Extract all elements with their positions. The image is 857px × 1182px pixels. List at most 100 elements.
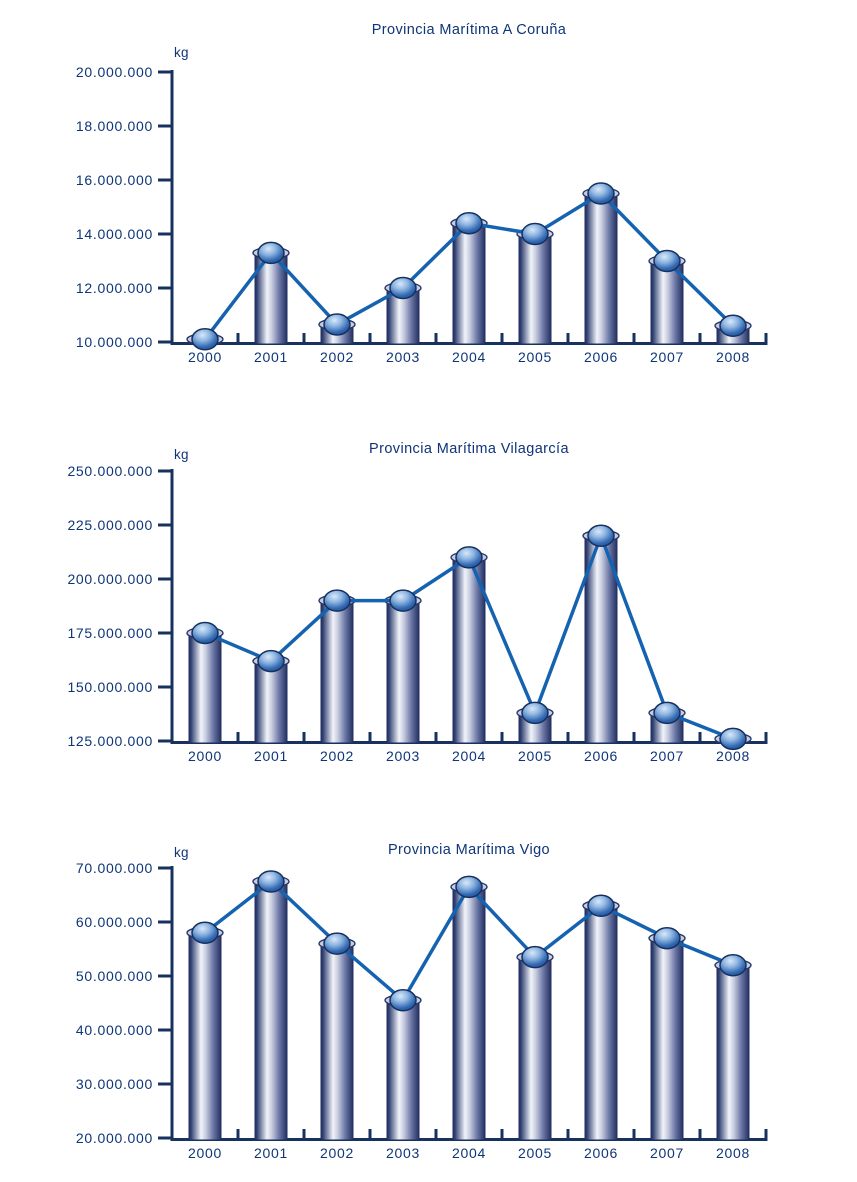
- x-tick-label: 2001: [254, 748, 288, 764]
- bar: [188, 633, 222, 743]
- bar: [650, 938, 684, 1140]
- bar: [452, 223, 486, 344]
- bar: [386, 600, 420, 743]
- x-tick-label: 2004: [452, 349, 486, 365]
- data-point-marker: [191, 921, 219, 945]
- data-point-marker: [521, 945, 549, 969]
- data-point-marker: [653, 249, 681, 273]
- y-tick-label: 225.000.000: [67, 517, 153, 533]
- x-tick-label: 2002: [320, 349, 354, 365]
- y-tick-label: 125.000.000: [67, 733, 153, 749]
- x-tick-label: 2002: [320, 1145, 354, 1161]
- data-point-marker: [257, 649, 285, 673]
- data-point-marker: [653, 926, 681, 950]
- data-point-marker: [587, 524, 615, 548]
- bar: [584, 193, 618, 344]
- data-point-marker: [323, 932, 351, 955]
- bar: [386, 1000, 420, 1140]
- data-point-marker: [257, 241, 285, 265]
- y-tick-label: 16.000.000: [76, 172, 153, 188]
- data-point-marker: [521, 222, 549, 246]
- x-tick-label: 2007: [650, 748, 684, 764]
- data-point-marker: [653, 701, 681, 725]
- y-tick-label: 12.000.000: [76, 280, 153, 296]
- chart-title: Provincia Marítima Vigo: [388, 842, 550, 858]
- y-tick-label: 60.000.000: [76, 914, 153, 930]
- y-tick-label: 175.000.000: [67, 625, 153, 641]
- y-tick-label: 30.000.000: [76, 1076, 153, 1092]
- x-tick-label: 2002: [320, 748, 354, 764]
- bar: [452, 557, 486, 743]
- y-axis-unit-label: kg: [174, 447, 189, 462]
- bar: [254, 661, 288, 743]
- x-tick-label: 2007: [650, 349, 684, 365]
- data-point-marker: [719, 727, 747, 751]
- data-point-marker: [455, 875, 483, 899]
- y-axis-unit-label: kg: [174, 845, 189, 860]
- y-tick-label: 70.000.000: [76, 860, 153, 876]
- chart-title: Provincia Marítima A Coruña: [372, 22, 567, 38]
- data-point-marker: [719, 314, 747, 338]
- data-point-marker: [455, 211, 483, 235]
- data-point-marker: [455, 546, 483, 569]
- bar: [650, 261, 684, 344]
- x-tick-label: 2001: [254, 1145, 288, 1161]
- x-tick-label: 2008: [716, 1145, 750, 1161]
- x-tick-label: 2008: [716, 349, 750, 365]
- x-tick-label: 2003: [386, 748, 420, 764]
- x-tick-label: 2003: [386, 349, 420, 365]
- data-point-marker: [587, 894, 615, 918]
- y-axis-unit-label: kg: [174, 45, 189, 60]
- chart-3: Provincia Marítima Vigo kg 70.000.000 60.00…: [76, 842, 768, 1161]
- bar: [254, 881, 288, 1140]
- bar: [716, 965, 750, 1140]
- data-point-marker: [521, 701, 549, 725]
- x-tick-label: 2005: [518, 349, 552, 365]
- x-tick-label: 2006: [584, 349, 618, 365]
- y-tick-label: 20.000.000: [76, 1130, 153, 1146]
- data-point-marker: [389, 589, 417, 612]
- x-tick-label: 2004: [452, 1145, 486, 1161]
- bar: [518, 957, 552, 1140]
- chart-1: Provincia Marítima A Coruña kg 20.000.000 1…: [76, 22, 768, 365]
- y-tick-label: 10.000.000: [76, 334, 153, 350]
- y-tick-label: 150.000.000: [67, 679, 153, 695]
- bar: [188, 932, 222, 1140]
- data-point-marker: [191, 621, 219, 645]
- x-tick-label: 2006: [584, 748, 618, 764]
- y-tick-label: 200.000.000: [67, 571, 153, 587]
- data-point-marker: [719, 953, 747, 977]
- bar: [320, 600, 354, 743]
- data-point-marker: [587, 182, 615, 205]
- bar: [518, 234, 552, 344]
- y-tick-label: 250.000.000: [67, 463, 153, 479]
- y-tick-label: 40.000.000: [76, 1022, 153, 1038]
- x-tick-label: 2000: [188, 1145, 222, 1161]
- y-tick-label: 20.000.000: [76, 64, 153, 80]
- x-tick-label: 2000: [188, 349, 222, 365]
- x-tick-label: 2001: [254, 349, 288, 365]
- x-tick-label: 2000: [188, 748, 222, 764]
- bar: [320, 943, 354, 1140]
- y-tick-label: 50.000.000: [76, 968, 153, 984]
- bar: [452, 886, 486, 1140]
- x-tick-label: 2005: [518, 748, 552, 764]
- x-tick-label: 2003: [386, 1145, 420, 1161]
- data-point-marker: [323, 589, 351, 612]
- x-tick-label: 2005: [518, 1145, 552, 1161]
- data-point-marker: [323, 313, 351, 336]
- data-point-marker: [191, 328, 219, 351]
- chart-2: Provincia Marítima Vilagarcía kg 250.000.0…: [67, 441, 768, 764]
- data-point-marker: [389, 989, 417, 1012]
- bar: [584, 905, 618, 1140]
- data-point-marker: [389, 276, 417, 300]
- data-point-marker: [257, 870, 285, 893]
- x-tick-label: 2008: [716, 748, 750, 764]
- x-tick-label: 2007: [650, 1145, 684, 1161]
- x-tick-label: 2004: [452, 748, 486, 764]
- y-tick-label: 14.000.000: [76, 226, 153, 242]
- x-tick-label: 2006: [584, 1145, 618, 1161]
- y-tick-label: 18.000.000: [76, 118, 153, 134]
